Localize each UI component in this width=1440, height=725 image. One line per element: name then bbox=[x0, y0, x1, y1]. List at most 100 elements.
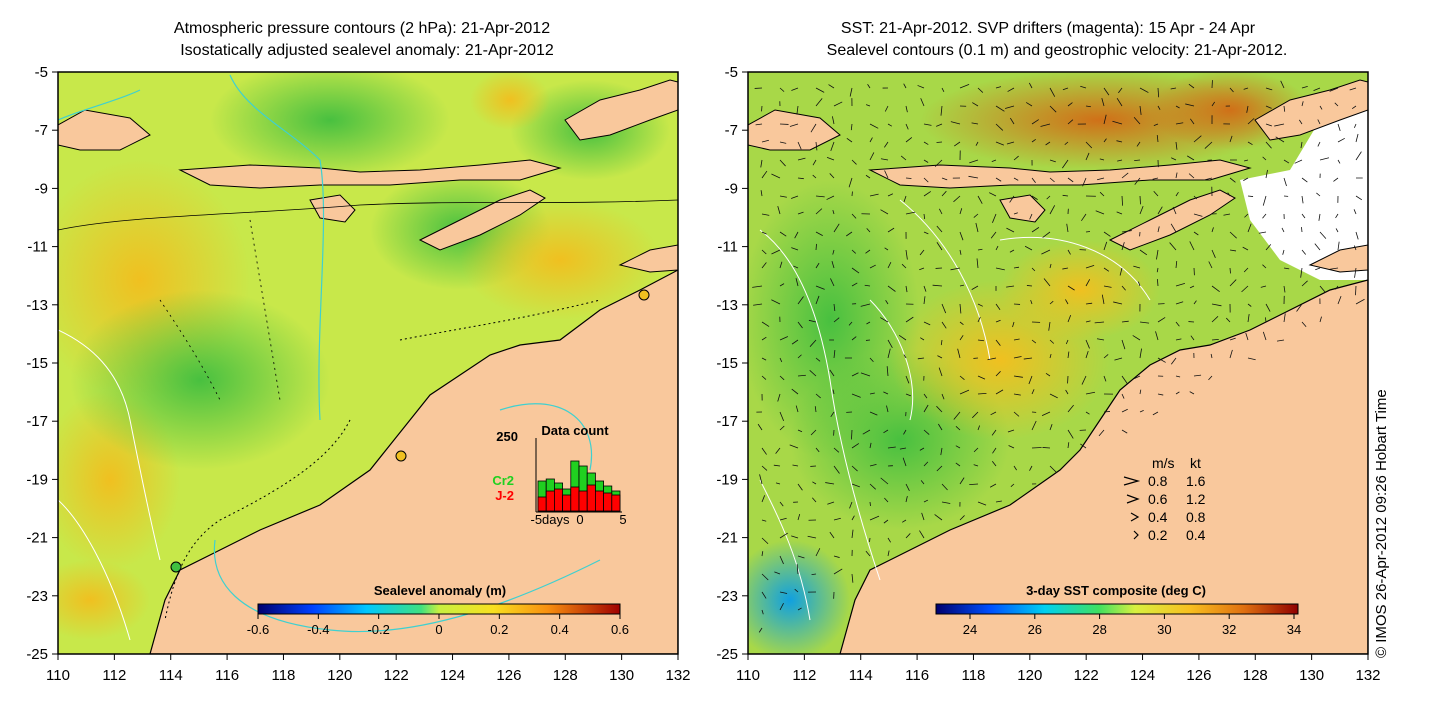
inset-bar-j2 bbox=[571, 487, 579, 511]
inset-bar-j2 bbox=[612, 495, 620, 511]
velocity-arrow bbox=[1104, 411, 1110, 412]
left-x-tick-label: 110 bbox=[46, 667, 70, 684]
right-title-line1: SST: 21-Apr-2012. SVP drifters (magenta)… bbox=[841, 20, 1256, 37]
inset-bar-j2 bbox=[579, 491, 587, 511]
right-y-tick-label: -21 bbox=[716, 530, 738, 547]
right-x-tick-label: 120 bbox=[1017, 667, 1042, 684]
speed-legend-ms: 0.4 bbox=[1148, 509, 1168, 525]
left-colorbar-tick-label: 0 bbox=[435, 622, 442, 637]
left-y-tick-label: -11 bbox=[27, 239, 48, 256]
left-y-tick-label: -21 bbox=[26, 530, 48, 547]
speed-legend-header-ms: m/s bbox=[1152, 455, 1175, 471]
left-colorbar-tick-label: -0.6 bbox=[247, 622, 269, 637]
inset-bar-j2 bbox=[595, 491, 603, 511]
inset-bar-j2 bbox=[538, 497, 546, 511]
left-title-line1: Atmospheric pressure contours (2 hPa): 2… bbox=[174, 20, 550, 37]
velocity-arrow bbox=[1301, 227, 1302, 232]
left-x-tick-label: 126 bbox=[496, 667, 521, 684]
right-x-tick-label: 128 bbox=[1243, 667, 1268, 684]
velocity-arrow bbox=[1042, 447, 1050, 448]
right-map-panel: SST: 21-Apr-2012. SVP drifters (magenta)… bbox=[716, 20, 1380, 684]
left-x-tick-label: 124 bbox=[440, 667, 465, 684]
right-colorbar-title: 3-day SST composite (deg C) bbox=[1026, 583, 1206, 598]
left-colorbar-tick-label: -0.4 bbox=[307, 622, 329, 637]
inset-ymax-label: 250 bbox=[496, 429, 518, 444]
inset-bar-j2 bbox=[563, 495, 571, 511]
velocity-arrow bbox=[851, 430, 852, 439]
velocity-arrow bbox=[1027, 285, 1032, 286]
right-x-tick-label: 112 bbox=[792, 667, 816, 684]
speed-legend-ms: 0.2 bbox=[1148, 527, 1168, 543]
left-y-tick-label: -13 bbox=[26, 297, 48, 314]
left-x-tick-label: 130 bbox=[609, 667, 634, 684]
left-x-tick-label: 118 bbox=[271, 667, 295, 684]
inset-bar-j2 bbox=[587, 485, 595, 511]
inset-bar-j2 bbox=[604, 493, 612, 511]
imos-credit: © IMOS 26-Apr-2012 09:26 Hobart Time bbox=[1373, 389, 1390, 658]
right-colorbar-tick-label: 24 bbox=[963, 622, 977, 637]
speed-legend-ms: 0.8 bbox=[1148, 473, 1168, 489]
left-colorbar-tick-label: -0.2 bbox=[367, 622, 389, 637]
left-colorbar-tick-label: 0.2 bbox=[490, 622, 508, 637]
left-title-line2: Isostatically adjusted sealevel anomaly:… bbox=[180, 42, 554, 59]
left-y-tick-label: -7 bbox=[35, 122, 48, 139]
inset-x-right: 5 bbox=[619, 512, 626, 527]
left-colorbar-tick-label: 0.4 bbox=[551, 622, 569, 637]
inset-title: Data count bbox=[541, 423, 609, 438]
speed-legend-kt: 1.2 bbox=[1186, 491, 1206, 507]
right-map-area bbox=[730, 70, 1368, 660]
left-y-tick-label: -23 bbox=[26, 588, 48, 605]
left-x-tick-label: 112 bbox=[102, 667, 126, 684]
left-y-tick-label: -17 bbox=[26, 413, 48, 430]
left-x-axis: 110 112 114 116 118 120 122 124 126 128 130 132 bbox=[46, 654, 690, 684]
right-y-tick-label: -15 bbox=[716, 355, 738, 372]
velocity-arrow bbox=[1086, 231, 1090, 232]
left-map-panel: Atmospheric pressure contours (2 hPa): 2… bbox=[26, 20, 690, 684]
right-y-tick-label: -19 bbox=[716, 471, 738, 488]
left-x-tick-label: 114 bbox=[159, 667, 183, 684]
right-y-axis: -5-7-9-11-13-15-17-19-21-23-25 bbox=[716, 64, 748, 663]
right-x-tick-label: 124 bbox=[1130, 667, 1155, 684]
right-x-tick-label: 118 bbox=[961, 667, 985, 684]
velocity-arrow bbox=[1355, 286, 1356, 295]
left-x-tick-label: 122 bbox=[384, 667, 409, 684]
velocity-arrow bbox=[816, 244, 817, 250]
left-x-tick-label: 128 bbox=[553, 667, 578, 684]
speed-legend-header-kt: kt bbox=[1190, 455, 1201, 471]
right-colorbar-tick-label: 30 bbox=[1157, 622, 1171, 637]
right-y-tick-label: -11 bbox=[717, 239, 738, 256]
right-colorbar-tick-label: 28 bbox=[1092, 622, 1106, 637]
right-x-tick-label: 114 bbox=[849, 667, 873, 684]
right-title-line2: Sealevel contours (0.1 m) and geostrophi… bbox=[827, 42, 1288, 59]
left-x-tick-label: 120 bbox=[327, 667, 352, 684]
right-colorbar-tick-label: 26 bbox=[1028, 622, 1042, 637]
inset-bar-j2 bbox=[554, 489, 562, 511]
speed-legend-kt: 1.6 bbox=[1186, 473, 1206, 489]
right-y-tick-label: -23 bbox=[716, 588, 738, 605]
left-colorbar-tick-label: 0.6 bbox=[611, 622, 629, 637]
right-colorbar-tick-label: 32 bbox=[1222, 622, 1236, 637]
speed-legend-ms: 0.6 bbox=[1148, 491, 1168, 507]
right-y-tick-label: -7 bbox=[725, 122, 738, 139]
velocity-arrow bbox=[1230, 268, 1231, 273]
left-y-tick-label: -5 bbox=[35, 64, 48, 81]
right-y-tick-label: -25 bbox=[716, 646, 738, 663]
right-x-tick-label: 110 bbox=[736, 667, 760, 684]
right-y-tick-label: -9 bbox=[725, 180, 738, 197]
speed-legend-kt: 0.4 bbox=[1186, 527, 1206, 543]
inset-legend-cr2: Cr2 bbox=[492, 473, 514, 488]
velocity-arrow bbox=[1265, 317, 1266, 322]
inset-legend-j2: J-2 bbox=[495, 488, 514, 503]
inset-x-left: -5days bbox=[530, 512, 570, 527]
right-colorbar-tick-label: 34 bbox=[1287, 622, 1301, 637]
right-y-tick-label: -13 bbox=[716, 297, 738, 314]
right-x-tick-label: 122 bbox=[1074, 667, 1099, 684]
left-x-tick-label: 132 bbox=[665, 667, 690, 684]
right-x-tick-label: 132 bbox=[1355, 667, 1380, 684]
inset-x-mid: 0 bbox=[576, 512, 583, 527]
left-x-tick-label: 116 bbox=[215, 667, 239, 684]
left-colorbar-title: Sealevel anomaly (m) bbox=[374, 583, 506, 598]
velocity-arrow bbox=[1140, 196, 1141, 204]
